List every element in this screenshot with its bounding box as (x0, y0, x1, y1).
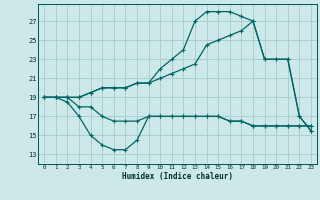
X-axis label: Humidex (Indice chaleur): Humidex (Indice chaleur) (122, 172, 233, 181)
